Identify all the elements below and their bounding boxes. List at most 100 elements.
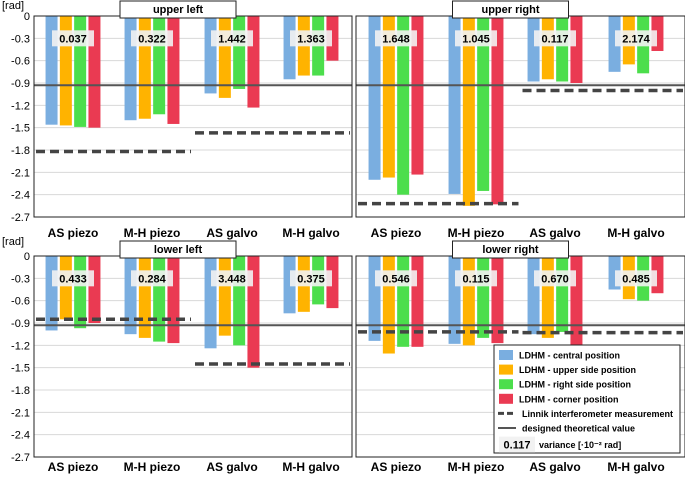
variance-label-box [615,270,657,287]
panel-lower-right: 0.546 0.115 0.670 0.485 AS piezo M-H piezo AS … [355,240,685,474]
y-tick-label: 0 [24,11,30,23]
panel-title-box [119,0,237,19]
y-tick-label: -2.7 [11,452,30,464]
variance-label-box [455,270,497,287]
bar [368,16,381,180]
bar [88,256,101,323]
bar [153,256,166,342]
variance-label-box [52,30,94,47]
variance-label-box [131,30,173,47]
y-axis-unit-label: [rad] [2,236,24,248]
bar [326,256,339,309]
variance-label-box [131,270,173,287]
bar [74,256,87,329]
y-tick-label: -0.6 [11,296,30,308]
variance-label-box [375,270,417,287]
y-axis-unit-label: [rad] [2,0,24,12]
category-label: AS galvo [206,226,257,240]
variance-label: 1.045 [462,33,490,45]
category-label: M-H piezo [124,226,181,240]
bar [382,16,395,178]
y-tick-label: -2.1 [11,167,30,179]
variance-label: 0.117 [542,33,569,45]
legend-box [493,344,681,454]
bar [218,256,231,336]
variance-label-box [375,30,417,47]
bar [556,256,569,332]
variance-label: 0.284 [138,273,166,285]
variance-label: 1.648 [382,33,410,45]
bar [448,16,461,194]
bar [491,256,504,344]
panel-title-box [452,240,569,259]
legend-swatch [499,393,513,404]
variance-label-box [534,30,576,47]
legend: LDHM - central position LDHM - upper side… [493,344,681,454]
y-tick-label: -1.8 [11,385,30,397]
y-tick-label: -2.4 [11,190,30,202]
variance-label: 1.442 [218,33,246,45]
y-tick-label: -2.7 [11,212,30,224]
legend-entry: LDHM - upper side position [519,365,636,375]
legend-entry: LDHM - right side position [519,380,631,390]
panel-title: lower left [154,244,203,256]
legend-variance-example: 0.117 [504,440,531,452]
bar [397,16,410,195]
bar [570,16,583,83]
y-tick-label: 0 [24,251,30,263]
variance-label-box [290,270,332,287]
bar [204,256,217,349]
y-tick-label: -0.6 [11,56,30,68]
y-tick-label: -1.8 [11,145,30,157]
panel-upper-left: [rad]0 -0.3 -0.6 -0.9 -1.2 -1.5 -1.8 -2.1 -2.4 -2… [2,0,353,240]
variance-label: 2.174 [622,33,650,45]
bar [527,16,540,82]
bar [233,16,246,89]
category-label: AS piezo [371,226,422,240]
bar [527,256,540,335]
y-tick-label: -0.3 [11,273,30,285]
panel-title: lower right [482,244,539,256]
variance-label-box [211,30,253,47]
legend-swatch [499,350,513,360]
bar [283,16,296,80]
variance-label-box [534,270,576,287]
bar [204,16,217,94]
category-label: M-H piezo [124,460,181,474]
y-tick-label: -1.5 [11,123,30,135]
variance-label: 0.433 [59,273,87,285]
variance-label: 0.670 [541,273,569,285]
y-tick-label: -1.2 [11,100,30,112]
legend-entry: Linnik interferometer measurement [522,409,673,419]
variance-label-box [455,30,497,47]
panel-title: upper left [153,4,203,16]
y-tick-label: -0.9 [11,78,30,90]
bar [233,256,246,346]
category-label: M-H piezo [448,226,505,240]
panel-upper-right: 1.648 1.045 0.117 2.174 AS piezo M-H piezo AS … [355,0,685,240]
variance-label-box [52,270,94,287]
category-label: AS piezo [48,460,99,474]
bar [247,16,260,108]
legend-swatch [499,364,513,375]
bar [411,16,424,175]
category-label: AS piezo [371,460,422,474]
bar [124,256,137,335]
bar [283,256,296,314]
variance-label: 1.363 [297,33,325,45]
legend-variance-box [499,436,535,453]
bar [541,16,554,80]
panel-lower-left: [rad]0 -0.3 -0.6 -0.9 -1.2 -1.5 -1.8 -2.1 -2.4 -2… [2,236,353,474]
category-label: M-H galvo [607,226,664,240]
variance-label: 0.115 [463,273,490,285]
variance-label-box [290,30,332,47]
category-label: AS galvo [529,226,580,240]
variance-label: 0.546 [382,273,410,285]
category-label: AS piezo [48,226,99,240]
variance-label: 0.037 [59,33,87,45]
legend-variance-text: variance [·10⁻² rad] [539,440,621,450]
y-tick-label: -1.2 [11,340,30,352]
legend-entry: designed theoretical value [522,424,635,434]
y-tick-label: -2.1 [11,407,30,419]
